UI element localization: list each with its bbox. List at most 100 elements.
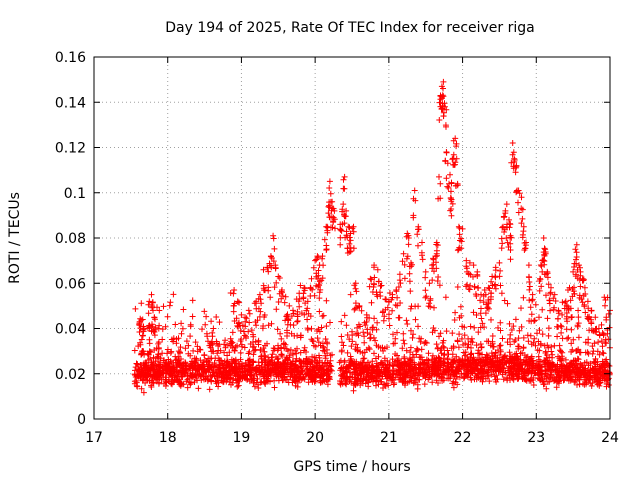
- data-point: [521, 357, 527, 363]
- data-point: [520, 228, 527, 235]
- data-point: [586, 373, 593, 380]
- data-point: [275, 299, 282, 305]
- data-point: [485, 284, 492, 291]
- data-point: [246, 348, 253, 355]
- data-point: [250, 358, 257, 365]
- data-point: [215, 379, 222, 386]
- data-point: [565, 307, 572, 313]
- data-point: [371, 264, 377, 271]
- data-point: [458, 363, 464, 370]
- data-point: [496, 273, 503, 280]
- data-point: [164, 346, 171, 353]
- y-tick-label: 0.08: [55, 231, 86, 247]
- data-point: [487, 290, 494, 297]
- data-point: [456, 374, 463, 381]
- data-point: [308, 367, 315, 374]
- data-point: [442, 294, 449, 301]
- data-point: [518, 323, 525, 330]
- data-point: [202, 321, 209, 328]
- data-point: [487, 361, 494, 368]
- data-point: [474, 350, 481, 357]
- data-point: [477, 324, 484, 331]
- data-point: [346, 365, 353, 372]
- data-point: [468, 350, 475, 357]
- data-point: [447, 361, 454, 368]
- data-point: [534, 364, 541, 371]
- data-point: [160, 374, 167, 381]
- data-point: [497, 363, 504, 370]
- data-point: [315, 254, 322, 261]
- data-point: [419, 252, 425, 259]
- data-point: [220, 371, 227, 378]
- data-point: [545, 281, 552, 288]
- data-point: [357, 348, 364, 355]
- data-point: [156, 368, 163, 375]
- data-point: [270, 232, 277, 239]
- data-point: [148, 291, 155, 298]
- data-point: [350, 228, 357, 235]
- data-point: [602, 302, 608, 309]
- data-point: [209, 364, 216, 371]
- data-point: [591, 328, 597, 335]
- data-point: [326, 362, 333, 369]
- data-point: [384, 304, 391, 311]
- data-point: [544, 274, 551, 281]
- data-point: [299, 367, 306, 374]
- data-point: [155, 345, 162, 352]
- data-point: [210, 325, 217, 332]
- data-point: [571, 291, 578, 297]
- data-point: [248, 327, 255, 334]
- data-point: [270, 235, 277, 242]
- data-point: [502, 207, 509, 214]
- data-point: [551, 378, 557, 384]
- data-point: [278, 295, 285, 302]
- data-point: [150, 328, 157, 334]
- data-point: [228, 367, 235, 374]
- data-point: [294, 308, 301, 315]
- data-point: [367, 334, 374, 341]
- data-point: [275, 367, 282, 374]
- data-point: [602, 371, 609, 378]
- data-point: [422, 274, 429, 281]
- data-point: [284, 329, 291, 336]
- data-point: [271, 245, 278, 252]
- data-point: [470, 262, 477, 269]
- data-point: [575, 314, 582, 321]
- data-point: [401, 261, 408, 268]
- data-point: [513, 356, 520, 363]
- data-point: [404, 321, 411, 327]
- data-point: [474, 273, 481, 279]
- data-point: [271, 345, 278, 352]
- data-point: [327, 357, 334, 364]
- data-point: [354, 344, 361, 351]
- data-point: [187, 361, 194, 368]
- data-point: [258, 359, 265, 366]
- data-point: [433, 370, 440, 377]
- data-point: [316, 328, 323, 335]
- data-point: [463, 283, 469, 290]
- data-point: [495, 368, 502, 375]
- data-point: [582, 376, 589, 383]
- data-point: [176, 361, 183, 367]
- data-point: [606, 369, 613, 376]
- data-point: [537, 342, 544, 348]
- data-point: [290, 322, 297, 329]
- data-point: [277, 361, 284, 368]
- data-point: [296, 303, 303, 310]
- data-point: [343, 322, 350, 329]
- data-point: [206, 386, 213, 393]
- data-point: [259, 325, 266, 332]
- data-point: [132, 367, 138, 374]
- data-point: [467, 374, 474, 381]
- data-point: [540, 381, 547, 388]
- data-point: [527, 378, 534, 385]
- data-point: [573, 241, 580, 248]
- data-point: [436, 173, 442, 180]
- data-point: [555, 310, 562, 317]
- data-point: [301, 285, 308, 292]
- data-point: [360, 355, 367, 362]
- data-point: [305, 356, 312, 363]
- data-point: [449, 330, 456, 337]
- data-point: [230, 376, 237, 383]
- data-point: [422, 339, 429, 346]
